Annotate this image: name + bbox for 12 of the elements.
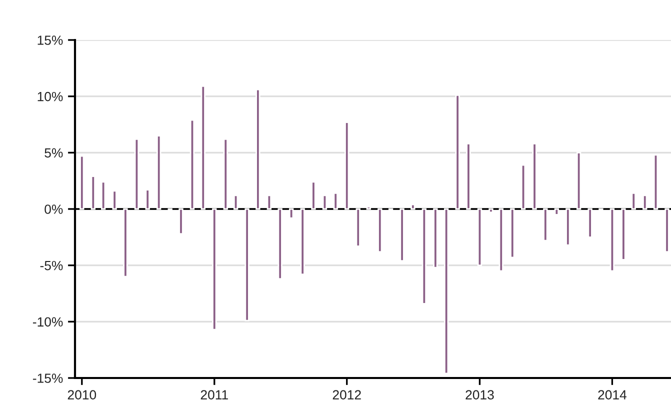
x-tick-label: 2014 [598,390,626,400]
y-tick-label: -15% [32,374,63,383]
x-tick-label: 2012 [332,390,361,400]
y-tick-label: -5% [40,260,63,270]
x-tick-label: 2010 [68,390,96,400]
y-tick-label: 0% [44,204,63,214]
y-tick-label: -10% [32,317,63,327]
y-tick-label: 5% [44,148,63,158]
y-tick-label: 10% [38,92,63,102]
y-tick-label: 15% [38,36,63,45]
x-tick-label: 2013 [466,390,494,400]
x-tick-label: 2011 [200,390,228,400]
